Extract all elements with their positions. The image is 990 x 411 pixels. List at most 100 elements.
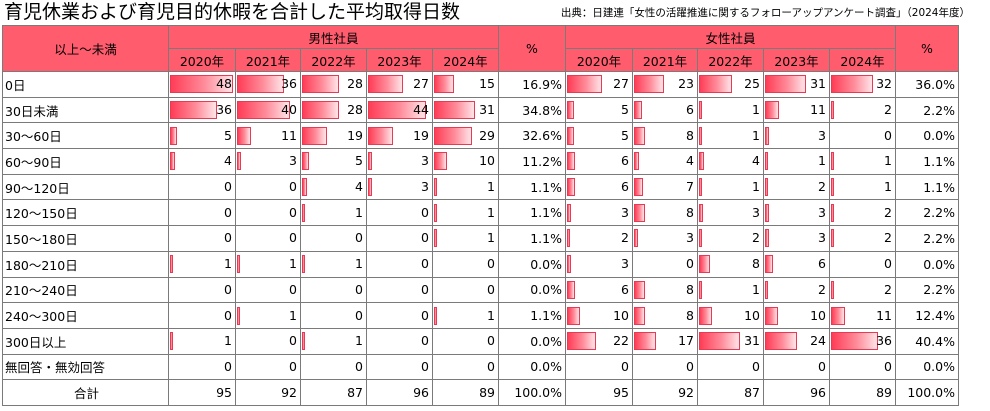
year-header: 2023年 xyxy=(366,48,433,72)
data-bar xyxy=(368,178,372,197)
percent-cell: 0.0% xyxy=(498,327,566,355)
value-cell: 2 xyxy=(697,225,764,252)
percent-cell: 2.2% xyxy=(895,96,959,124)
value-cell: 0 xyxy=(366,250,433,278)
data-bar xyxy=(302,152,309,171)
female-pct-header: % xyxy=(895,25,959,72)
source-note: 出典：日建連「女性の活躍推進に関するフォローアップアンケート調査」（2024年度… xyxy=(560,7,970,19)
value-cell: 0 xyxy=(366,353,433,381)
value-text: 3 xyxy=(818,230,826,246)
value-cell: 1 xyxy=(697,122,764,150)
value-cell: 87 xyxy=(300,379,367,406)
value-cell: 8 xyxy=(632,276,698,304)
percent-cell: 1.1% xyxy=(498,302,566,329)
value-cell: 3 xyxy=(235,148,301,175)
percent-cell: 2.2% xyxy=(895,199,959,227)
percent-cell: 11.2% xyxy=(498,148,566,175)
value-cell: 6 xyxy=(763,250,830,278)
value-text: 0 xyxy=(421,358,429,374)
value-cell: 0 xyxy=(300,302,367,329)
percent-cell: 34.8% xyxy=(498,96,566,124)
value-cell: 36 xyxy=(235,71,301,98)
value-cell: 96 xyxy=(366,379,433,406)
percent-cell: 36.0% xyxy=(895,71,959,98)
year-header: 2022年 xyxy=(300,48,367,72)
data-bar xyxy=(765,75,806,94)
value-cell: 0 xyxy=(366,199,433,227)
row-label: 120～150日 xyxy=(2,199,169,227)
percent-cell: 1.1% xyxy=(498,225,566,252)
value-cell: 15 xyxy=(432,71,499,98)
value-text: 5 xyxy=(621,127,629,143)
value-cell: 4 xyxy=(300,173,367,201)
table-row: 無回答・無効回答 0 0 0 0 0 0.0% 0 0 0 0 0 0.0% xyxy=(2,353,959,381)
value-text: 0 xyxy=(421,333,429,349)
value-text: 3 xyxy=(621,256,629,272)
data-bar xyxy=(170,255,173,274)
value-cell: 0 xyxy=(300,353,367,381)
table-row: 60～90日 4 3 5 3 10 11.2% 6 4 4 1 1 1.1% xyxy=(2,148,959,175)
value-cell: 92 xyxy=(235,379,301,406)
value-cell: 1 xyxy=(763,148,830,175)
value-cell: 48 xyxy=(168,71,236,98)
value-text: 1 xyxy=(752,102,760,118)
value-text: 0 xyxy=(224,204,232,220)
data-bar xyxy=(368,126,393,145)
value-text: 0 xyxy=(355,358,363,374)
value-cell: 0 xyxy=(366,225,433,252)
table-row: 30日未満 36 40 28 44 31 34.8% 5 6 1 11 2 2.2% xyxy=(2,96,959,124)
percent-cell: 100.0% xyxy=(498,379,566,406)
value-cell: 0 xyxy=(300,276,367,304)
value-cell: 5 xyxy=(565,122,633,150)
value-cell: 25 xyxy=(697,71,764,98)
value-text: 0 xyxy=(289,281,297,297)
value-cell: 0 xyxy=(168,302,236,329)
data-bar xyxy=(699,332,740,351)
value-text: 1 xyxy=(752,127,760,143)
value-cell: 6 xyxy=(565,276,633,304)
value-text: 23 xyxy=(678,76,694,92)
value-text: 0 xyxy=(355,230,363,246)
year-header: 2021年 xyxy=(632,48,698,72)
value-text: 27 xyxy=(613,76,629,92)
data-bar xyxy=(237,255,240,274)
value-cell: 5 xyxy=(300,148,367,175)
data-bar xyxy=(302,126,327,145)
data-bar xyxy=(699,75,732,94)
value-cell: 10 xyxy=(763,302,830,329)
data-bar xyxy=(237,152,241,171)
data-bar xyxy=(831,152,834,171)
value-text: 0 xyxy=(289,358,297,374)
data-bar xyxy=(434,75,454,94)
data-bar xyxy=(368,152,372,171)
value-cell: 1 xyxy=(168,250,236,278)
value-cell: 8 xyxy=(697,250,764,278)
percent-cell: 0.0% xyxy=(895,353,959,381)
data-bar xyxy=(765,229,769,248)
female-group-header: 女性社員 xyxy=(565,25,896,49)
value-text: 0 xyxy=(421,307,429,323)
value-cell: 29 xyxy=(432,122,499,150)
data-bar xyxy=(634,203,645,222)
value-cell: 87 xyxy=(697,379,764,406)
value-text: 2 xyxy=(884,102,892,118)
value-text: 10 xyxy=(479,153,495,169)
value-cell: 1 xyxy=(432,302,499,329)
value-cell: 3 xyxy=(763,225,830,252)
value-text: 11 xyxy=(281,127,297,143)
value-text: 0 xyxy=(884,358,892,374)
value-text: 1 xyxy=(752,179,760,195)
value-cell: 2 xyxy=(565,225,633,252)
percent-cell: 12.4% xyxy=(895,302,959,329)
value-cell: 1 xyxy=(829,173,896,201)
data-bar xyxy=(831,203,834,222)
value-cell: 0 xyxy=(829,122,896,150)
data-bar xyxy=(170,332,173,351)
value-cell: 1 xyxy=(168,327,236,355)
data-bar xyxy=(831,101,834,120)
value-text: 1 xyxy=(289,256,297,272)
data-bar xyxy=(237,75,284,94)
value-cell: 3 xyxy=(763,122,830,150)
percent-cell: 2.2% xyxy=(895,276,959,304)
value-text: 89 xyxy=(876,384,892,400)
